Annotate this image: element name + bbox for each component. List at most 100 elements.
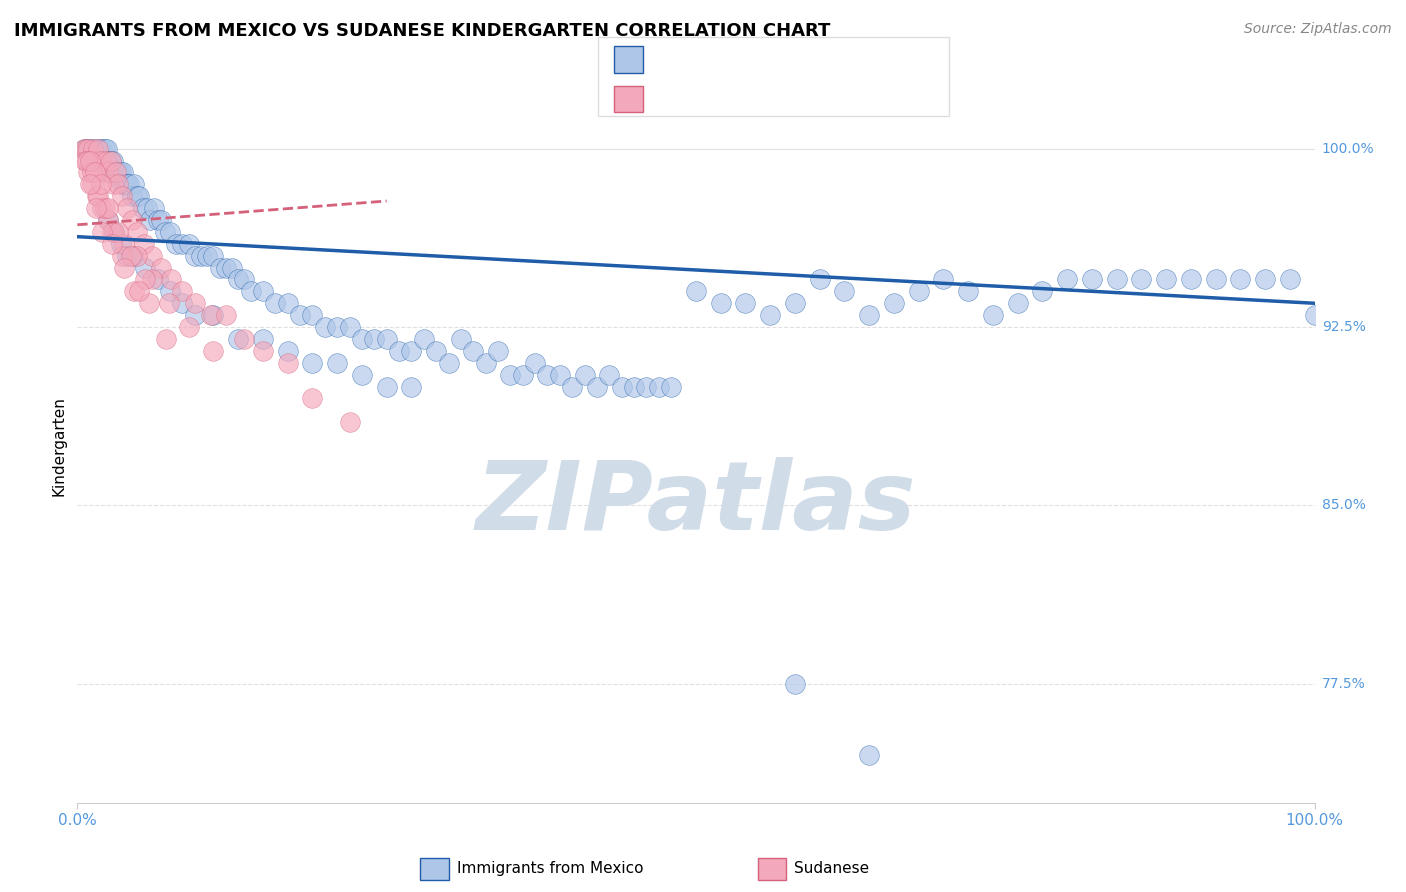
Point bbox=[339, 415, 361, 429]
Point bbox=[94, 153, 117, 168]
Point bbox=[160, 272, 183, 286]
Point bbox=[101, 225, 124, 239]
Point bbox=[150, 260, 173, 275]
Point bbox=[159, 225, 181, 239]
Point bbox=[659, 379, 682, 393]
Point bbox=[96, 142, 118, 156]
Point bbox=[134, 260, 156, 275]
Point bbox=[72, 142, 94, 156]
Point bbox=[486, 343, 509, 358]
Point bbox=[86, 153, 108, 168]
Point bbox=[350, 368, 373, 382]
Point bbox=[1105, 272, 1128, 286]
Point bbox=[1254, 272, 1277, 286]
Point bbox=[89, 142, 111, 156]
Text: R = -0.102   N = 137: R = -0.102 N = 137 bbox=[650, 51, 838, 69]
Y-axis label: Kindergarten: Kindergarten bbox=[51, 396, 66, 496]
Point bbox=[82, 142, 104, 156]
Point bbox=[82, 142, 104, 156]
Point bbox=[141, 272, 163, 286]
Text: IMMIGRANTS FROM MEXICO VS SUDANESE KINDERGARTEN CORRELATION CHART: IMMIGRANTS FROM MEXICO VS SUDANESE KINDE… bbox=[14, 22, 831, 40]
Point bbox=[339, 320, 361, 334]
Point bbox=[636, 379, 658, 393]
Point bbox=[1205, 272, 1227, 286]
Point bbox=[907, 285, 929, 299]
Point bbox=[122, 285, 145, 299]
Point bbox=[77, 142, 100, 156]
Text: R = 0.050   N = 67: R = 0.050 N = 67 bbox=[650, 90, 820, 108]
Point bbox=[79, 142, 101, 156]
Point bbox=[103, 165, 125, 179]
Point bbox=[172, 296, 194, 310]
Point bbox=[208, 260, 231, 275]
Point bbox=[277, 296, 299, 310]
Point bbox=[1007, 296, 1029, 310]
Point bbox=[981, 308, 1004, 322]
Point bbox=[350, 332, 373, 346]
Point bbox=[215, 260, 238, 275]
Point bbox=[87, 189, 110, 203]
Point bbox=[91, 142, 114, 156]
Point bbox=[77, 165, 100, 179]
Point bbox=[1229, 272, 1251, 286]
Point bbox=[101, 236, 124, 251]
Point bbox=[84, 153, 107, 168]
Point bbox=[425, 343, 447, 358]
Text: Sudanese: Sudanese bbox=[794, 862, 869, 876]
Point bbox=[125, 249, 148, 263]
Point bbox=[177, 320, 200, 334]
Point bbox=[128, 285, 150, 299]
Point bbox=[858, 308, 880, 322]
Point bbox=[90, 153, 112, 168]
Point bbox=[314, 320, 336, 334]
Point bbox=[375, 379, 398, 393]
Point bbox=[104, 165, 127, 179]
Point bbox=[135, 201, 157, 215]
Point bbox=[172, 236, 194, 251]
Point bbox=[110, 165, 132, 179]
Point bbox=[190, 249, 212, 263]
Text: ZIPatlas: ZIPatlas bbox=[475, 457, 917, 549]
Point bbox=[499, 368, 522, 382]
Point bbox=[139, 213, 162, 227]
Point bbox=[98, 165, 121, 179]
Point bbox=[79, 153, 101, 168]
Point bbox=[437, 356, 460, 370]
Point bbox=[401, 379, 423, 393]
Text: 92.5%: 92.5% bbox=[1322, 320, 1365, 334]
Point bbox=[883, 296, 905, 310]
Point bbox=[86, 189, 108, 203]
Point bbox=[277, 356, 299, 370]
Point bbox=[783, 296, 806, 310]
Point bbox=[82, 178, 104, 192]
Point bbox=[121, 213, 143, 227]
Point bbox=[202, 308, 225, 322]
Point bbox=[84, 201, 107, 215]
Point bbox=[97, 213, 120, 227]
Point bbox=[177, 236, 200, 251]
Point bbox=[110, 236, 132, 251]
Point bbox=[125, 189, 148, 203]
Point bbox=[125, 225, 148, 239]
Point bbox=[132, 201, 155, 215]
Point bbox=[623, 379, 645, 393]
Point bbox=[138, 296, 160, 310]
Point bbox=[112, 260, 135, 275]
Point bbox=[598, 368, 620, 382]
Point bbox=[76, 153, 98, 168]
Point bbox=[239, 285, 262, 299]
Point bbox=[172, 285, 194, 299]
Point bbox=[184, 308, 207, 322]
Point bbox=[277, 343, 299, 358]
Point bbox=[107, 178, 129, 192]
Point bbox=[155, 332, 177, 346]
Point bbox=[105, 165, 128, 179]
Point bbox=[115, 249, 138, 263]
Point bbox=[83, 165, 105, 179]
Point bbox=[450, 332, 472, 346]
Point bbox=[103, 153, 125, 168]
Point bbox=[1180, 272, 1202, 286]
Point bbox=[233, 332, 256, 346]
Point bbox=[122, 249, 145, 263]
Point bbox=[1154, 272, 1177, 286]
